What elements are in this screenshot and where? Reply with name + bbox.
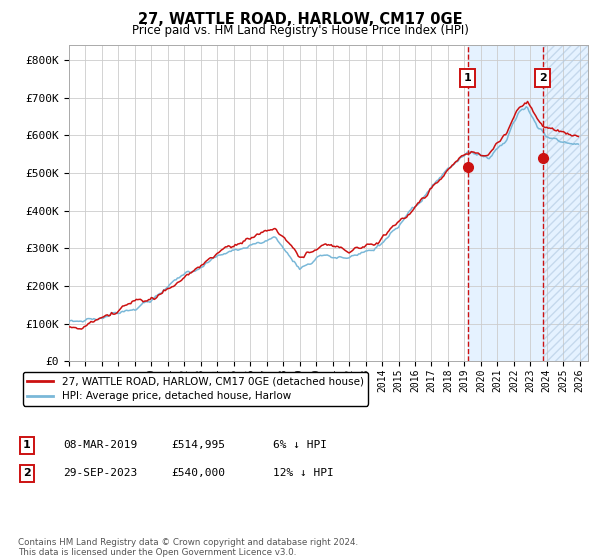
- Bar: [542, 45, 588, 361]
- Text: 1: 1: [23, 440, 31, 450]
- Text: 12% ↓ HPI: 12% ↓ HPI: [273, 468, 334, 478]
- Text: 1: 1: [464, 73, 472, 83]
- Text: 6% ↓ HPI: 6% ↓ HPI: [273, 440, 327, 450]
- Text: 2: 2: [539, 73, 547, 83]
- Text: 27, WATTLE ROAD, HARLOW, CM17 0GE: 27, WATTLE ROAD, HARLOW, CM17 0GE: [137, 12, 463, 27]
- Text: £514,995: £514,995: [171, 440, 225, 450]
- Text: Contains HM Land Registry data © Crown copyright and database right 2024.
This d: Contains HM Land Registry data © Crown c…: [18, 538, 358, 557]
- Text: 08-MAR-2019: 08-MAR-2019: [63, 440, 137, 450]
- Text: £540,000: £540,000: [171, 468, 225, 478]
- Text: 2: 2: [23, 468, 31, 478]
- Bar: [467, 45, 588, 361]
- Text: Price paid vs. HM Land Registry's House Price Index (HPI): Price paid vs. HM Land Registry's House …: [131, 24, 469, 37]
- Legend: 27, WATTLE ROAD, HARLOW, CM17 0GE (detached house), HPI: Average price, detached: 27, WATTLE ROAD, HARLOW, CM17 0GE (detac…: [23, 372, 368, 405]
- Text: 29-SEP-2023: 29-SEP-2023: [63, 468, 137, 478]
